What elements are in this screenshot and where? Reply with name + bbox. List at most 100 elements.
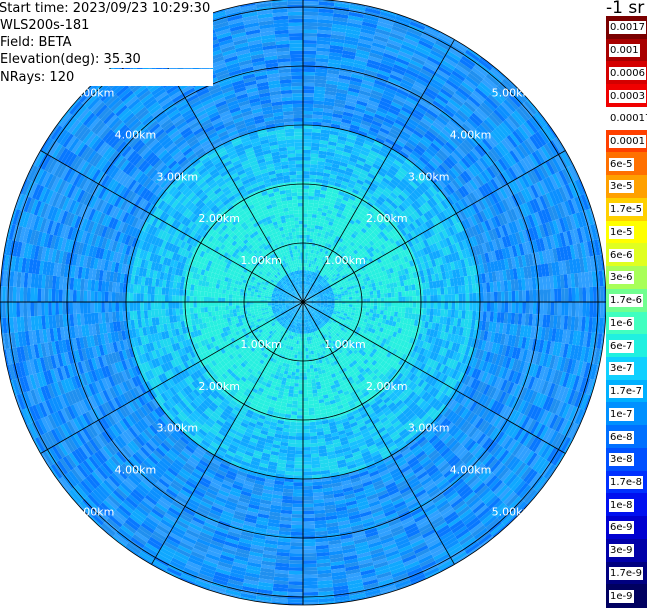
range-gate	[352, 302, 356, 305]
range-gate	[458, 310, 462, 318]
range-gate	[416, 290, 420, 296]
range-gate	[366, 309, 370, 313]
range-gate	[404, 285, 408, 291]
range-gate	[529, 302, 533, 314]
range-gate	[359, 308, 363, 311]
range-gate	[303, 235, 307, 239]
range-gate	[303, 118, 313, 122]
range-gate	[310, 368, 314, 372]
range-gate	[377, 294, 381, 298]
range-gate	[303, 132, 312, 136]
range-gate	[303, 1, 319, 5]
range-gate	[404, 313, 408, 319]
range-gate	[303, 175, 310, 179]
range-gate	[310, 232, 314, 236]
range-gate	[311, 379, 316, 383]
range-gate	[540, 302, 544, 315]
range-gate	[307, 231, 311, 235]
range-gate	[367, 298, 371, 302]
range-gate	[309, 361, 313, 365]
range-gate	[360, 299, 364, 302]
range-gate	[308, 199, 314, 203]
range-gate	[376, 314, 380, 319]
range-gate	[413, 302, 417, 308]
range-gate	[550, 289, 554, 302]
range-gate	[433, 309, 437, 316]
range-gate	[314, 193, 320, 197]
range-gate	[303, 217, 307, 221]
range-gate	[494, 302, 498, 312]
range-gate	[437, 309, 441, 316]
range-gate	[303, 160, 310, 164]
range-gate	[444, 302, 448, 310]
range-gate	[312, 218, 317, 222]
range-gate	[461, 310, 465, 319]
range-gate	[379, 285, 383, 290]
range-gate	[303, 139, 312, 143]
range-gate	[311, 225, 315, 229]
range-gate	[420, 296, 424, 302]
range-gate	[412, 290, 416, 296]
range-gate	[391, 297, 395, 302]
range-gate	[313, 400, 319, 404]
range-gate	[359, 293, 363, 296]
range-gate	[356, 302, 360, 305]
range-gate	[391, 302, 395, 307]
range-gate	[409, 302, 413, 308]
range-gate	[352, 307, 356, 310]
range-gate	[342, 304, 346, 306]
range-gate	[303, 228, 307, 232]
range-gate	[370, 302, 374, 306]
range-gate	[575, 288, 579, 302]
range-gate	[313, 396, 319, 400]
range-gate	[312, 132, 321, 136]
range-gate	[363, 295, 367, 299]
range-gate	[311, 139, 320, 143]
range-gate	[494, 292, 498, 302]
range-gate	[561, 302, 565, 316]
range-gate	[536, 290, 540, 302]
range-gate	[308, 207, 313, 211]
range-gate	[314, 403, 320, 407]
range-gate	[377, 298, 381, 302]
range-gate	[398, 297, 402, 302]
range-gate	[490, 292, 494, 302]
range-gate	[303, 210, 308, 214]
range-gate	[303, 19, 318, 23]
range-gate	[352, 305, 356, 308]
range-gate	[543, 302, 547, 315]
range-gate	[533, 302, 537, 314]
range-gate	[303, 68, 315, 72]
range-gate	[600, 302, 604, 318]
range-gate	[391, 307, 395, 312]
range-gate	[384, 302, 388, 306]
range-gate	[565, 302, 569, 316]
range-gate	[529, 290, 533, 302]
range-gate	[362, 308, 366, 312]
range-gate	[303, 206, 308, 210]
range-gate	[451, 294, 455, 302]
range-gate	[387, 306, 391, 311]
range-gate	[465, 311, 469, 320]
range-gate	[451, 302, 455, 310]
range-gate	[303, 114, 313, 118]
range-gate	[309, 185, 315, 189]
range-gate	[309, 189, 315, 193]
range-gate	[313, 393, 318, 397]
range-gate	[472, 284, 476, 293]
range-gate	[370, 295, 374, 299]
range-gate	[526, 302, 530, 314]
range-gate	[306, 235, 310, 239]
range-gate	[373, 290, 377, 294]
range-gate	[303, 129, 312, 133]
range-gate	[303, 61, 316, 65]
range-gate	[402, 302, 406, 307]
range-gate	[487, 292, 491, 302]
range-gate	[586, 287, 590, 302]
range-gate	[558, 288, 562, 302]
range-gate	[359, 305, 363, 308]
range-gate	[306, 245, 309, 249]
range-gate	[420, 302, 424, 308]
range-gate	[312, 129, 321, 133]
range-gate	[303, 153, 311, 157]
